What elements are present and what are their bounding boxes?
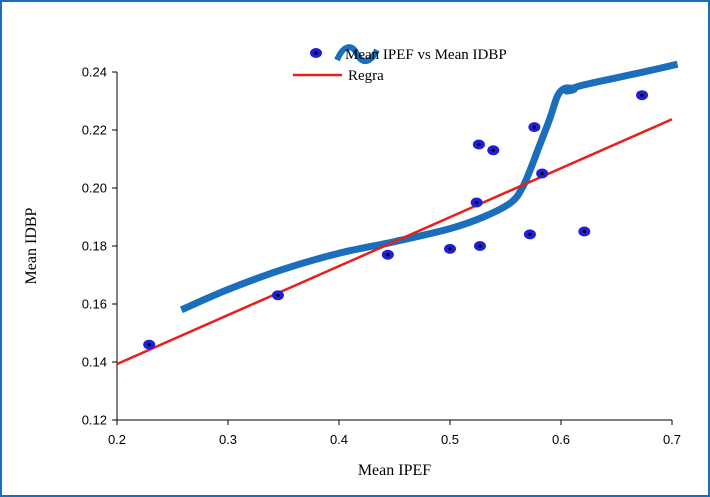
y-tick-label: 0.20 bbox=[82, 181, 107, 196]
y-tick-label: 0.24 bbox=[82, 65, 107, 80]
data-point-center bbox=[477, 142, 481, 147]
data-point-center bbox=[540, 171, 544, 176]
y-tick-label: 0.18 bbox=[82, 239, 107, 254]
y-tick-label: 0.14 bbox=[82, 355, 107, 370]
fitted-curve-layer bbox=[179, 60, 679, 314]
x-tick-label: 0.2 bbox=[108, 432, 126, 447]
y-tick-label: 0.22 bbox=[82, 123, 107, 138]
data-point-center bbox=[147, 343, 151, 347]
data-point-center bbox=[491, 148, 495, 152]
x-tick-label: 0.6 bbox=[552, 432, 570, 447]
legend-line-label: Regra bbox=[348, 68, 384, 84]
x-tick-label: 0.7 bbox=[663, 432, 681, 447]
x-tick-label: 0.3 bbox=[219, 432, 237, 447]
fitted-curve bbox=[179, 60, 679, 314]
x-axis-title: Mean IPEF bbox=[358, 462, 431, 479]
data-point-center bbox=[276, 293, 280, 297]
data-point-center bbox=[478, 244, 482, 248]
legend-scatter-label: Mean IPEF vs Mean IDBP bbox=[345, 47, 507, 63]
x-tick-label: 0.4 bbox=[330, 432, 348, 447]
x-tick-label: 0.5 bbox=[441, 432, 459, 447]
data-point-center bbox=[528, 232, 532, 236]
regression-line-layer bbox=[116, 118, 673, 366]
data-point-center bbox=[448, 247, 452, 251]
legend-scatter-marker bbox=[310, 48, 322, 58]
axes: 0.12 0.14 0.16 0.18 0.20 0.22 0.24 0.2 0.3 0.4 0.5… bbox=[82, 65, 681, 448]
y-tick-label: 0.16 bbox=[82, 297, 107, 312]
legend: Mean IPEF vs Mean IDBP Regra bbox=[293, 44, 507, 84]
data-point-center bbox=[475, 200, 479, 205]
legend-scatter-dot-center bbox=[314, 51, 318, 55]
y-axis-title: Mean IDBP bbox=[23, 207, 40, 284]
data-points-layer bbox=[143, 90, 649, 350]
data-point-center bbox=[640, 93, 644, 97]
y-tick-label: 0.12 bbox=[82, 413, 107, 428]
legend-curve-swatch bbox=[334, 44, 380, 64]
data-point-center bbox=[386, 253, 390, 257]
data-point-center bbox=[532, 125, 536, 129]
regression-line bbox=[116, 118, 673, 366]
data-point-center bbox=[582, 229, 586, 234]
